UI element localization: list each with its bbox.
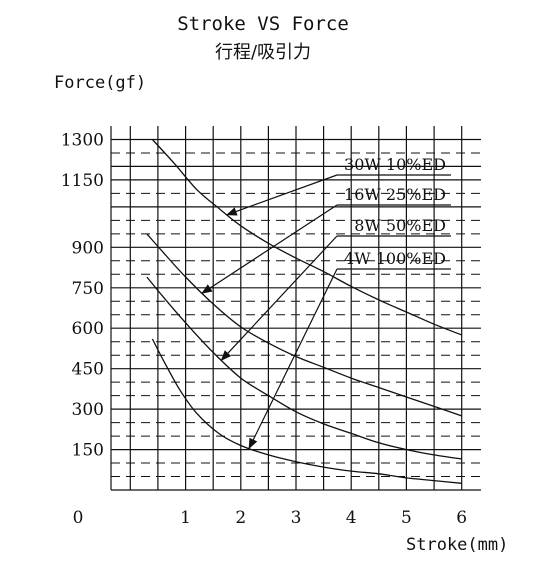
y-tick-label: 450: [72, 360, 104, 380]
x-axis-label: Stroke(mm): [406, 535, 508, 555]
y-tick-label: 900: [72, 238, 104, 258]
legend-leader-arrow: [248, 268, 338, 450]
legend-leader-arrow: [201, 204, 338, 294]
x-tick-label: 6: [456, 508, 467, 528]
x-tick-label: 4: [346, 508, 357, 528]
y-tick-label: 1150: [61, 171, 104, 191]
legend-leader-arrow: [225, 174, 338, 216]
x-tick-label: 0: [73, 508, 84, 528]
legend-label-4w: 4W 100%ED: [344, 249, 446, 268]
legend-leader-arrow: [220, 235, 338, 361]
chart-subtitle: 行程/吸引力: [215, 42, 311, 63]
legend-label-16w: 16W 25%ED: [344, 185, 446, 204]
y-tick-label: 1300: [61, 131, 104, 151]
y-tick-label: 300: [72, 400, 104, 420]
legend-label-8w: 8W 50%ED: [354, 216, 446, 235]
curve-8w: [146, 276, 462, 460]
x-tick-label: 1: [180, 508, 191, 528]
legend: 30W 10%ED 16W 25%ED 8W 50%ED 4W 100%ED: [201, 155, 451, 450]
x-tick-label: 5: [401, 508, 412, 528]
tick-labels: 0 1 2 3 4 5 6 150 300 450 600 750 900 1150 1300: [61, 131, 467, 529]
chart-title: Stroke VS Force: [177, 13, 349, 35]
y-tick-label: 150: [72, 441, 104, 461]
y-axis-label: Force(gf): [54, 73, 146, 93]
curve-16w: [146, 233, 462, 417]
x-tick-label: 2: [235, 508, 246, 528]
curve-30w: [151, 139, 462, 336]
series-curves: [146, 139, 462, 484]
grid: [110, 126, 481, 491]
x-tick-label: 3: [291, 508, 302, 528]
y-tick-label: 750: [72, 279, 104, 299]
y-tick-label: 600: [72, 319, 104, 339]
legend-label-30w: 30W 10%ED: [344, 155, 446, 174]
curve-4w: [151, 338, 462, 484]
